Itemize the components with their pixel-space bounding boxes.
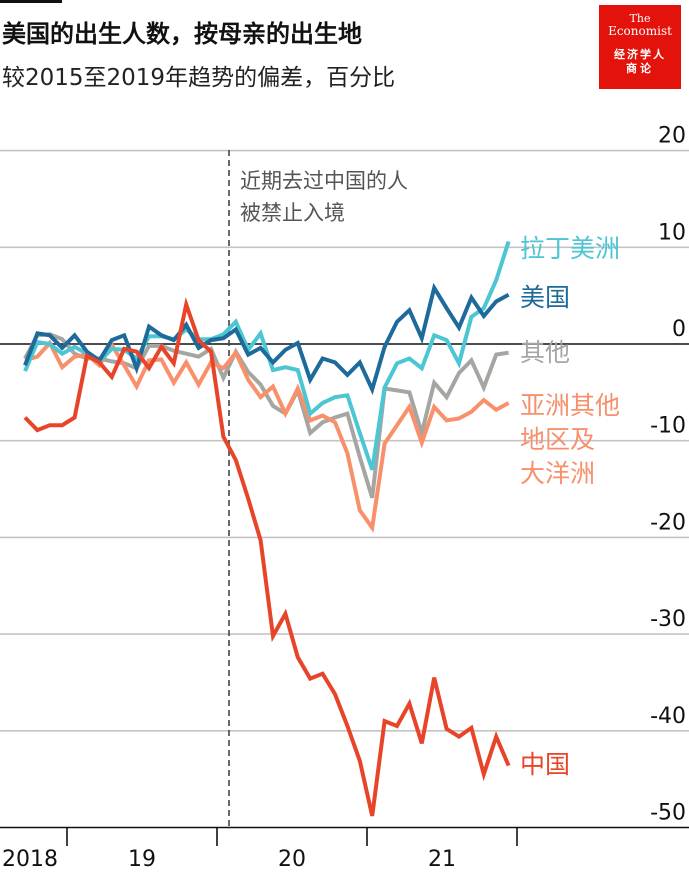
- x-tick-label: 21: [428, 847, 456, 872]
- logo-text-cn1: 经济学人: [614, 48, 666, 61]
- logo-text-cn2: 商论: [626, 62, 654, 75]
- y-tick-label: 0: [672, 317, 686, 342]
- x-tick-label: 2018: [2, 847, 58, 872]
- y-tick-label: -40: [650, 704, 686, 729]
- gridlines: 20 10 0 -10 -20 -30 -40 -50: [0, 124, 689, 829]
- header-rule: [0, 0, 62, 3]
- series-label-latin-america: 拉丁美洲: [520, 234, 620, 263]
- series-line-china: [23, 296, 511, 817]
- series-line-asia-oceania: [24, 339, 510, 533]
- x-axis: 2018 19 20 21: [2, 827, 518, 872]
- series-line-latin-america: [23, 240, 511, 471]
- series-label-asia-line2: 地区及: [520, 425, 595, 454]
- logo-text-the: The: [629, 12, 651, 25]
- series-label-asia-line3: 大洋洲: [520, 459, 595, 488]
- logo-text-economist: Economist: [608, 24, 672, 38]
- y-tick-label: -30: [650, 607, 686, 632]
- chart-subtitle: 较2015至2019年趋势的偏差，百分比: [2, 65, 396, 91]
- chart-title: 美国的出生人数，按母亲的出生地: [2, 20, 362, 48]
- series-line-other: [23, 332, 509, 499]
- series-label-other: 其他: [520, 338, 570, 367]
- x-tick-label: 19: [128, 847, 156, 872]
- annotation-line1: 近期去过中国的人: [240, 169, 408, 193]
- y-tick-label: -10: [650, 414, 686, 439]
- y-tick-label: 20: [658, 124, 686, 149]
- annotation-line2: 被禁止入境: [240, 201, 345, 225]
- series-label-china: 中国: [520, 750, 570, 779]
- series-labels: 拉丁美洲 美国 其他 亚洲其他 地区及 大洋洲 中国: [520, 234, 620, 779]
- series-line-usa: [23, 282, 510, 396]
- y-tick-label: 10: [658, 220, 686, 245]
- series-label-asia-line1: 亚洲其他: [520, 391, 620, 420]
- y-tick-label: -50: [650, 801, 686, 826]
- y-tick-label: -20: [650, 510, 686, 535]
- x-tick-label: 20: [278, 847, 306, 872]
- series-lines: [23, 240, 511, 817]
- series-label-usa: 美国: [520, 283, 570, 312]
- economist-logo: The Economist 经济学人 商论: [599, 5, 681, 89]
